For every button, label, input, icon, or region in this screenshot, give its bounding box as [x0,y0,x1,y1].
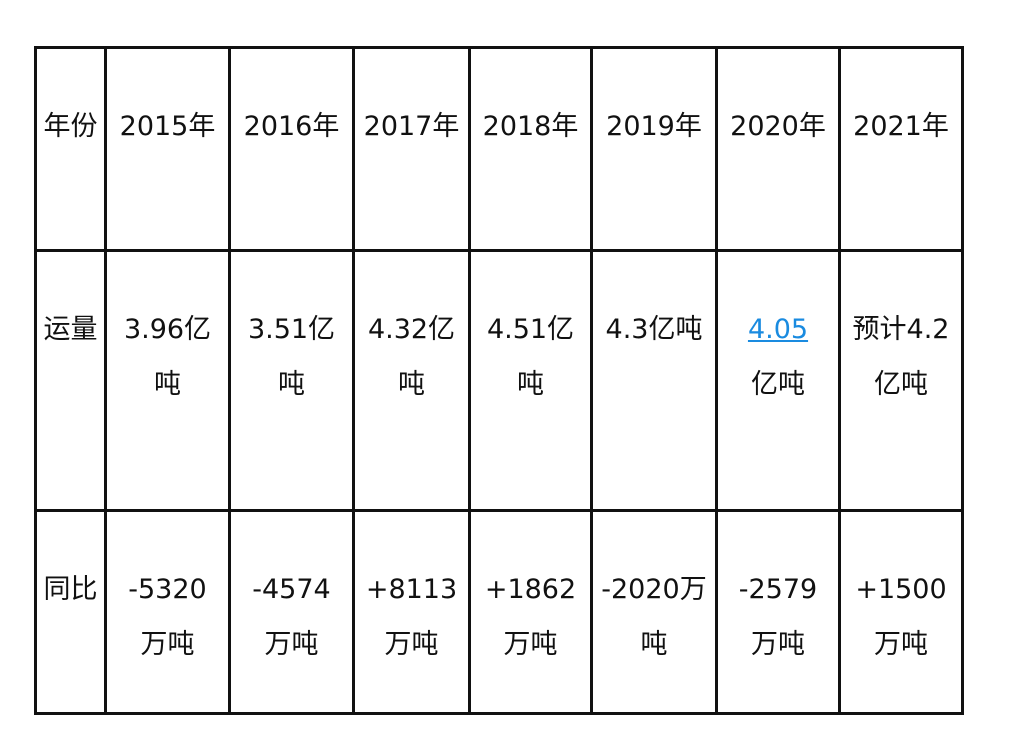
yoy-cell: -4574万吨 [228,509,355,715]
volume-cell: 4.05 亿吨 [715,249,841,512]
shipping-volume-table: 年份 2015年 2016年 2017年 2018年 2019年 2020年 2… [34,46,964,715]
yoy-cell: -2020万吨 [590,509,718,715]
volume-link[interactable]: 4.05 [747,314,809,345]
yoy-cell: +8113万吨 [352,509,471,715]
year-cell: 2016年 [228,46,355,252]
volume-unit: 亿吨 [751,369,805,400]
volume-cell: 4.51亿吨 [468,249,593,512]
volume-cell: 4.3亿吨 [590,249,718,512]
volume-cell: 3.96亿吨 [104,249,231,512]
yoy-cell: +1500万吨 [838,509,964,715]
year-cell: 2018年 [468,46,593,252]
volume-row: 运量 3.96亿吨 3.51亿吨 4.32亿吨 4.51亿吨 4.3亿吨 4.0… [34,249,964,512]
volume-cell: 4.32亿吨 [352,249,471,512]
row-header-year: 年份 [34,46,107,252]
volume-cell: 预计4.2亿吨 [838,249,964,512]
row-header-yoy: 同比 [34,509,107,715]
yoy-row: 同比 -5320万吨 -4574万吨 +8113万吨 +1862万吨 -2020… [34,509,964,715]
year-cell: 2019年 [590,46,718,252]
year-cell: 2021年 [838,46,964,252]
year-cell: 2017年 [352,46,471,252]
row-header-volume: 运量 [34,249,107,512]
yoy-cell: -2579万吨 [715,509,841,715]
volume-cell: 3.51亿吨 [228,249,355,512]
yoy-cell: -5320万吨 [104,509,231,715]
year-row: 年份 2015年 2016年 2017年 2018年 2019年 2020年 2… [34,46,964,252]
year-cell: 2015年 [104,46,231,252]
yoy-cell: +1862万吨 [468,509,593,715]
year-cell: 2020年 [715,46,841,252]
